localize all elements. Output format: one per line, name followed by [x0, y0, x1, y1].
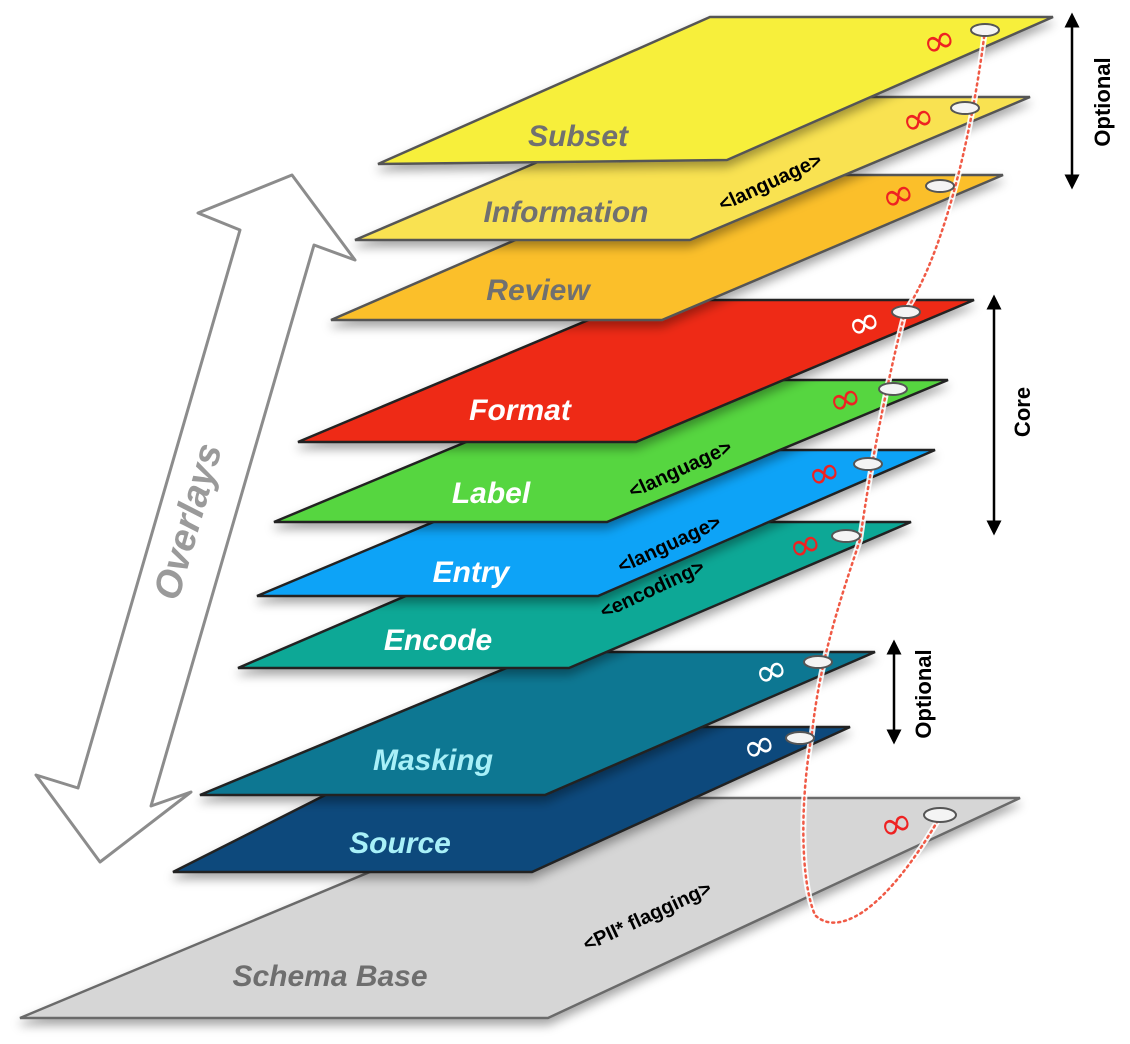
- hole-review: [925, 179, 955, 193]
- layer-entry-title: Entry: [433, 556, 511, 589]
- layer-encode-title: Encode: [384, 624, 492, 657]
- layer-schema-base: Schema Base <PII* flagging>: [19, 796, 1021, 1020]
- hole-schema-base: [923, 807, 957, 823]
- layer-masking-title: Masking: [373, 744, 493, 777]
- hole-subset: [970, 23, 1000, 37]
- bracket-optional-bottom: Optional: [886, 639, 936, 745]
- hole-label: [878, 382, 908, 396]
- bracket-core-label: Core: [1010, 387, 1035, 437]
- layer-source-title: Source: [349, 827, 451, 860]
- layer-masking: Masking: [199, 650, 876, 797]
- linkage-cord-dots: [802, 28, 987, 924]
- hole-masking: [803, 655, 833, 669]
- link-markers: [785, 23, 1000, 823]
- layer-format: Format: [297, 298, 975, 444]
- bracket-optional-top: Optional: [1064, 12, 1115, 190]
- layer-schema-base-title: Schema Base: [232, 960, 427, 993]
- bracket-core: Core: [986, 294, 1035, 536]
- hole-source: [785, 731, 815, 745]
- bracket-optional-top-label: Optional: [1090, 57, 1115, 146]
- hole-information: [950, 101, 980, 115]
- layer-format-title: Format: [469, 394, 573, 427]
- hole-encode: [831, 529, 861, 543]
- layer-review: Review: [330, 173, 1004, 322]
- layer-source: Source: [172, 725, 851, 874]
- layer-label-title: Label: [452, 477, 531, 510]
- layer-review-title: Review: [486, 274, 591, 307]
- layer-information-title: Information: [484, 196, 649, 229]
- layers-group: Schema Base <PII* flagging> Source Maski…: [19, 15, 1054, 1020]
- hole-entry: [853, 457, 883, 471]
- layer-subset-title: Subset: [528, 120, 630, 153]
- bracket-optional-bottom-label: Optional: [911, 649, 936, 738]
- layer-subset: Subset: [377, 15, 1054, 166]
- hole-format: [891, 305, 921, 319]
